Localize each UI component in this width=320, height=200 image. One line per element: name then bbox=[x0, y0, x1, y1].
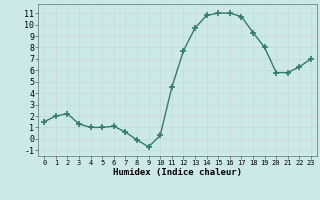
X-axis label: Humidex (Indice chaleur): Humidex (Indice chaleur) bbox=[113, 168, 242, 177]
